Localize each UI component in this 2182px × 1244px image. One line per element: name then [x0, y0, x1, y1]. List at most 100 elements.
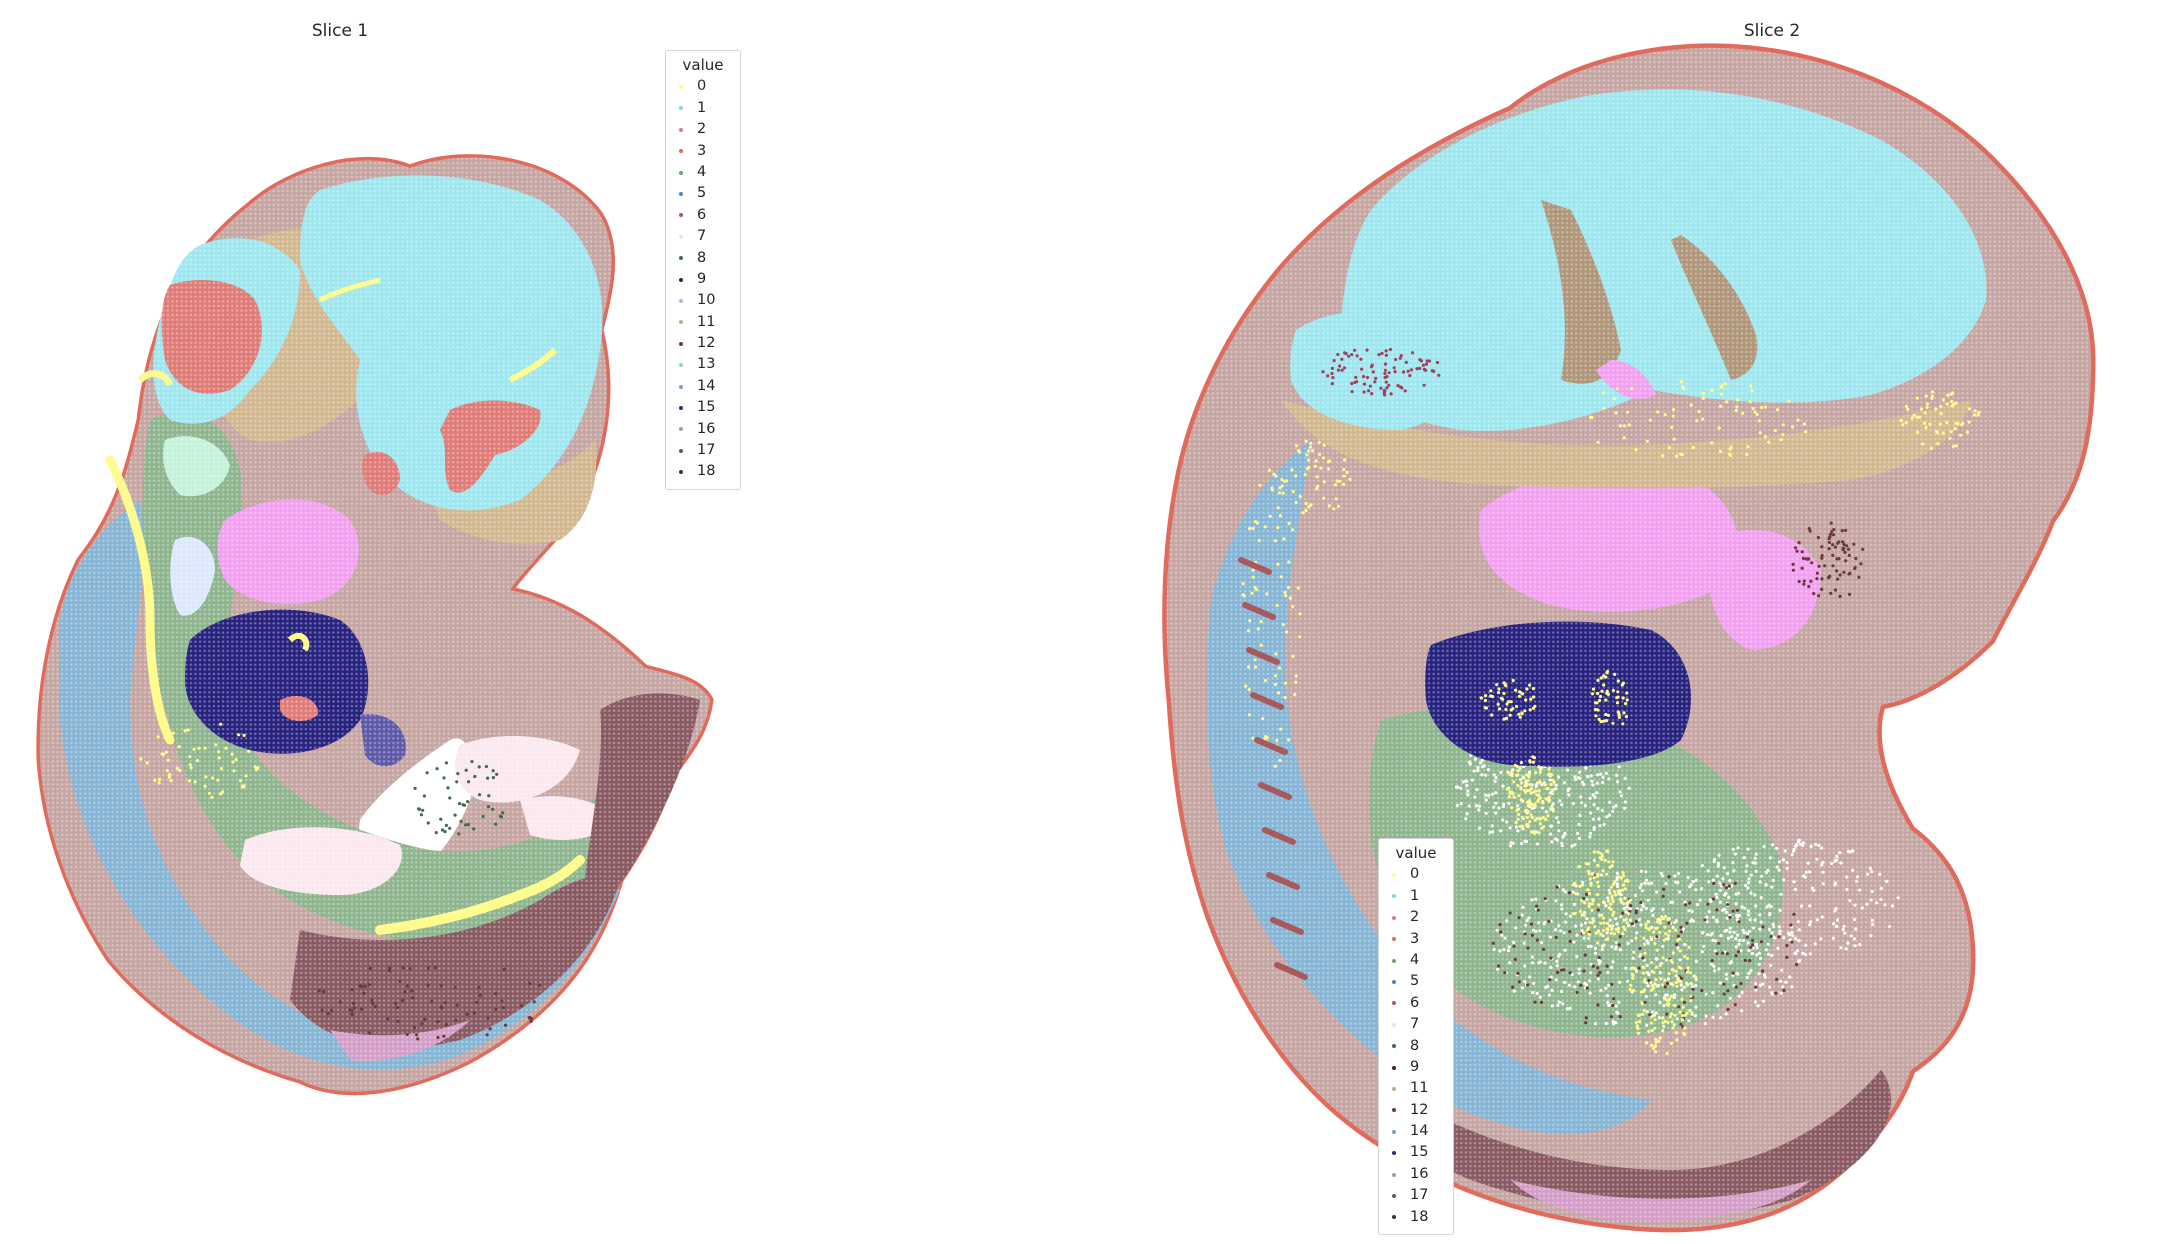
spot: [1526, 809, 1530, 814]
spot: [1724, 886, 1728, 890]
spot: [1745, 975, 1749, 980]
spot: [1602, 921, 1606, 925]
spot: [1584, 766, 1588, 770]
spot: [1512, 940, 1516, 945]
spot: [1683, 1026, 1687, 1030]
spot: [1707, 880, 1711, 884]
spot: [1330, 371, 1334, 376]
spot: [1559, 929, 1563, 933]
spot: [1658, 1000, 1662, 1005]
spot: [1583, 953, 1587, 957]
spot: [1330, 382, 1334, 386]
spot: [1276, 525, 1280, 530]
spot: [1774, 991, 1778, 995]
spot: [1694, 888, 1698, 892]
spot: [1775, 865, 1779, 869]
spot: [1842, 542, 1846, 547]
spot: [1620, 683, 1624, 687]
spot: [1671, 925, 1675, 930]
spot: [1749, 891, 1753, 895]
spot: [1679, 930, 1683, 934]
spot: [1716, 1004, 1720, 1008]
spot: [1546, 984, 1550, 989]
spot: [1915, 415, 1919, 419]
legend-entry: 6: [676, 205, 730, 226]
spot: [1662, 887, 1666, 891]
spot: [1704, 1014, 1708, 1018]
spot: [1516, 971, 1520, 976]
spot: [1520, 842, 1524, 846]
spot: [1605, 931, 1609, 935]
legend-marker: [679, 320, 683, 325]
spot: [1599, 873, 1604, 877]
spot: [1319, 466, 1323, 470]
spot: [1800, 566, 1804, 570]
spot: [195, 759, 200, 763]
spot: [1768, 856, 1772, 860]
spot: [1244, 684, 1248, 688]
spot: [1717, 426, 1721, 430]
legend-entry: 18: [1389, 1207, 1443, 1228]
spot: [1604, 698, 1608, 702]
spot: [1567, 787, 1571, 791]
spot: [1661, 1016, 1665, 1020]
legend-label: 0: [697, 78, 707, 95]
spot: [1321, 456, 1325, 460]
spot: [1575, 933, 1579, 937]
legend-marker: [679, 170, 683, 175]
spot: [1573, 778, 1578, 782]
spot: [491, 807, 495, 811]
spot: [1600, 808, 1604, 813]
spot: [1733, 1003, 1737, 1007]
spot: [1795, 549, 1799, 553]
spot: [1924, 426, 1928, 430]
spot: [1484, 706, 1489, 710]
yellow-cluster: [1479, 678, 1537, 721]
spot: [1852, 937, 1857, 941]
spot: [1619, 899, 1623, 903]
spot: [486, 1016, 490, 1020]
spot: [538, 983, 542, 987]
spot: [1631, 976, 1635, 980]
spot: [1967, 407, 1972, 411]
spot: [1508, 713, 1512, 717]
spot: [1556, 820, 1561, 824]
spot: [1802, 582, 1806, 586]
spot: [1331, 376, 1335, 380]
spot: [1624, 702, 1628, 706]
spot: [1685, 921, 1689, 925]
spot: [1585, 892, 1589, 897]
spot: [1847, 592, 1852, 597]
spot: [1809, 920, 1813, 924]
spot: [1779, 892, 1783, 896]
spot: [1842, 570, 1846, 574]
spot: [1656, 410, 1660, 414]
spot: [1539, 1000, 1544, 1004]
spot: [1548, 935, 1552, 939]
spot: [1770, 843, 1775, 847]
spot: [1643, 881, 1647, 885]
spot: [1623, 887, 1627, 891]
spot: [1596, 973, 1600, 977]
spot: [1784, 980, 1788, 984]
spot: [1712, 881, 1716, 886]
spot: [1666, 1020, 1670, 1025]
spot: [1313, 464, 1317, 468]
spot: [1847, 572, 1851, 576]
spot: [1295, 444, 1299, 448]
legend-entry: 0: [1389, 864, 1443, 885]
spot: [351, 1001, 356, 1006]
spot: [1544, 810, 1548, 814]
spot: [1751, 938, 1755, 943]
spot: [1580, 883, 1584, 887]
spot: [439, 817, 443, 821]
spot: [1663, 914, 1668, 919]
spot: [1812, 888, 1816, 893]
spot: [1719, 385, 1723, 389]
spot: [1668, 929, 1672, 933]
spot: [234, 758, 238, 762]
spot: [1820, 556, 1824, 560]
spot: [1682, 985, 1687, 989]
legend-label: 10: [697, 292, 716, 309]
spot: [1502, 691, 1506, 696]
